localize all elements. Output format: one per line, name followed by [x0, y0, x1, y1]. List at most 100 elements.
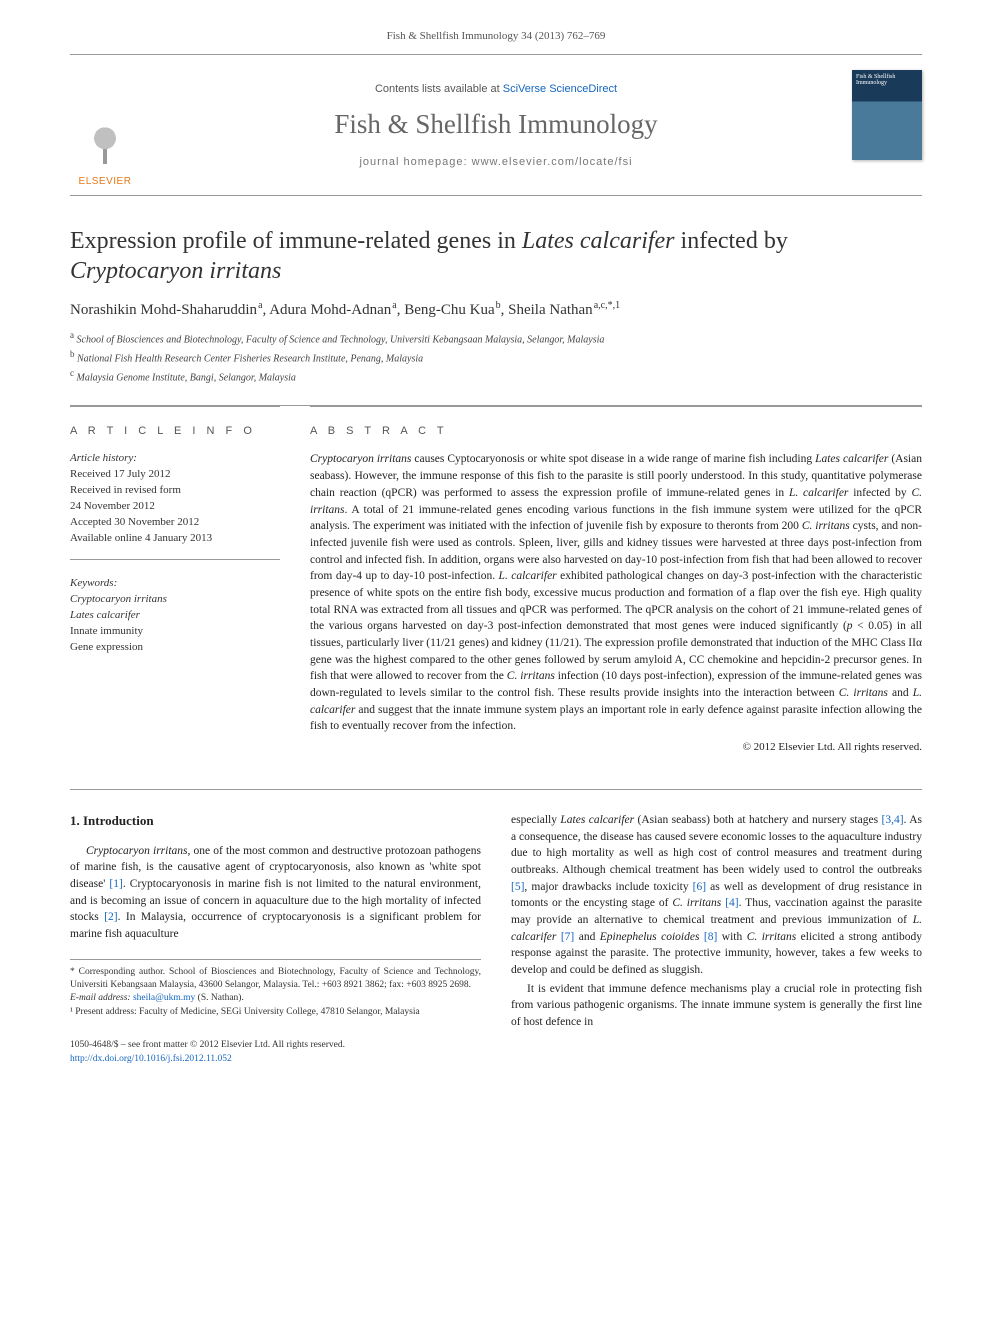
history-heading: Article history: — [70, 451, 280, 467]
author: Norashikin Mohd-Shaharuddina — [70, 302, 263, 318]
text-run: especially — [511, 814, 560, 826]
author-list: Norashikin Mohd-Shaharuddina, Adura Mohd… — [70, 300, 922, 319]
journal-cover-thumbnail: Fish & Shellfish Immunology — [852, 70, 922, 160]
title-part: infected by — [675, 228, 788, 254]
text-run: . In Malaysia, occurrence of cryptocaryo… — [70, 911, 481, 940]
history-line: Received 17 July 2012 — [70, 467, 280, 483]
body-right-column: especially Lates calcarifer (Asian seaba… — [511, 812, 922, 1067]
elsevier-tree-icon — [80, 119, 130, 174]
intro-paragraph-left: Cryptocaryon irritans, one of the most c… — [70, 843, 481, 943]
journal-title: Fish & Shellfish Immunology — [70, 109, 922, 140]
contents-prefix: Contents lists available at — [375, 83, 503, 95]
title-species-1: Lates calcarifer — [522, 228, 675, 254]
reference-citation[interactable]: [6] — [693, 881, 706, 893]
introduction-heading: 1. Introduction — [70, 812, 481, 831]
masthead: ELSEVIER Contents lists available at Sci… — [70, 54, 922, 196]
present-address-note: ¹ Present address: Faculty of Medicine, … — [70, 1006, 481, 1019]
corresponding-author-note: * Corresponding author. School of Biosci… — [70, 966, 481, 993]
affil-mark: b — [70, 349, 75, 359]
sciencedirect-link[interactable]: SciVerse ScienceDirect — [503, 83, 617, 95]
author: Beng-Chu Kuab — [404, 302, 500, 318]
affil-mark: c — [70, 368, 74, 378]
italic-term: C. irritans — [802, 520, 850, 532]
abstract-label: A B S T R A C T — [310, 425, 922, 437]
email-link[interactable]: sheila@ukm.my — [133, 993, 195, 1003]
history-line: Accepted 30 November 2012 — [70, 515, 280, 531]
info-abstract-row: A R T I C L E I N F O Article history: R… — [70, 405, 922, 752]
italic-term: C. irritans — [839, 687, 888, 699]
reference-citation[interactable]: [7] — [561, 931, 574, 943]
affil-text: School of Biosciences and Biotechnology,… — [77, 334, 605, 345]
publisher-name: ELSEVIER — [79, 176, 132, 187]
doi-link[interactable]: http://dx.doi.org/10.1016/j.fsi.2012.11.… — [70, 1054, 232, 1064]
keyword: Lates calcarifer — [70, 608, 280, 624]
front-matter-line: 1050-4648/$ – see front matter © 2012 El… — [70, 1039, 481, 1053]
italic-term: C. irritans — [672, 897, 721, 909]
homepage-url[interactable]: www.elsevier.com/locate/fsi — [472, 156, 633, 168]
homepage-prefix: journal homepage: — [359, 156, 471, 168]
intro-paragraph-right-2: It is evident that immune defence mechan… — [511, 981, 922, 1031]
abstract-column: A B S T R A C T Cryptocaryon irritans ca… — [310, 406, 922, 752]
author-affil-mark: a,c,*,1 — [593, 300, 620, 311]
italic-term: Epinephelus coioides — [600, 931, 700, 943]
reference-citation[interactable]: [4] — [725, 897, 738, 909]
text-run: infected by — [848, 487, 911, 499]
italic-term: C. irritans — [507, 670, 555, 682]
keyword: Gene expression — [70, 640, 280, 656]
italic-term: Cryptocaryon irritans — [86, 845, 188, 857]
author-name: Adura Mohd-Adnan — [269, 302, 391, 318]
author-name: Beng-Chu Kua — [404, 302, 494, 318]
article-info-column: A R T I C L E I N F O Article history: R… — [70, 406, 280, 752]
abstract-copyright: © 2012 Elsevier Ltd. All rights reserved… — [310, 741, 922, 753]
affiliation: b National Fish Health Research Center F… — [70, 348, 922, 367]
italic-term: L. calcarifer — [499, 570, 557, 582]
page-root: Fish & Shellfish Immunology 34 (2013) 76… — [0, 0, 992, 1107]
article-history: Article history: Received 17 July 2012 R… — [70, 451, 280, 560]
affil-text: Malaysia Genome Institute, Bangi, Selang… — [77, 372, 296, 383]
journal-homepage-line: journal homepage: www.elsevier.com/locat… — [70, 156, 922, 168]
author: Adura Mohd-Adnana — [269, 302, 397, 318]
title-species-2: Cryptocaryon irritans — [70, 258, 281, 284]
keyword: Innate immunity — [70, 624, 280, 640]
reference-citation[interactable]: [3,4] — [881, 814, 903, 826]
keyword: Cryptocaryon irritans — [70, 592, 280, 608]
footnotes: * Corresponding author. School of Biosci… — [70, 959, 481, 1019]
affiliation: a School of Biosciences and Biotechnolog… — [70, 329, 922, 348]
author: Sheila Nathana,c,*,1 — [508, 302, 620, 318]
text-run: and — [574, 931, 600, 943]
keywords-block: Keywords: Cryptocaryon irritans Lates ca… — [70, 576, 280, 656]
affil-mark: a — [70, 330, 74, 340]
email-line: E-mail address: sheila@ukm.my (S. Nathan… — [70, 992, 481, 1005]
text-run: (Asian seabass) both at hatchery and nur… — [634, 814, 881, 826]
article-info-label: A R T I C L E I N F O — [70, 425, 280, 437]
text-run: It is evident that immune defence mechan… — [511, 983, 922, 1028]
affiliations: a School of Biosciences and Biotechnolog… — [70, 329, 922, 385]
reference-citation[interactable]: [8] — [704, 931, 717, 943]
elsevier-logo: ELSEVIER — [70, 107, 140, 187]
author-name: Norashikin Mohd-Shaharuddin — [70, 302, 257, 318]
reference-citation[interactable]: [2] — [104, 911, 117, 923]
reference-citation[interactable]: [5] — [511, 881, 524, 893]
email-attribution: (S. Nathan). — [195, 993, 244, 1003]
bottom-bar: 1050-4648/$ – see front matter © 2012 El… — [70, 1039, 481, 1067]
italic-term: Lates calcarifer — [560, 814, 634, 826]
title-part: Expression profile of immune-related gen… — [70, 228, 522, 254]
intro-paragraph-right-1: especially Lates calcarifer (Asian seaba… — [511, 812, 922, 979]
article-title: Expression profile of immune-related gen… — [70, 226, 922, 286]
text-run: , major drawbacks include toxicity — [524, 881, 692, 893]
body-left-column: 1. Introduction Cryptocaryon irritans, o… — [70, 812, 481, 1067]
author-affil-mark: a — [391, 300, 396, 311]
italic-term: L. calcarifer — [789, 487, 848, 499]
italic-term: Cryptocaryon irritans — [310, 453, 411, 465]
text-run: and — [888, 687, 913, 699]
body-two-column: 1. Introduction Cryptocaryon irritans, o… — [70, 789, 922, 1067]
abstract-text: Cryptocaryon irritans causes Cyptocaryon… — [310, 451, 922, 734]
author-name: Sheila Nathan — [508, 302, 593, 318]
history-line: Received in revised form — [70, 483, 280, 499]
contents-available-line: Contents lists available at SciVerse Sci… — [70, 83, 922, 95]
affil-text: National Fish Health Research Center Fis… — [77, 353, 423, 364]
history-line: Available online 4 January 2013 — [70, 531, 280, 547]
reference-citation[interactable]: [1] — [109, 878, 122, 890]
text-run: and suggest that the innate immune syste… — [310, 704, 922, 733]
text-run: causes Cyptocaryonosis or white spot dis… — [411, 453, 815, 465]
